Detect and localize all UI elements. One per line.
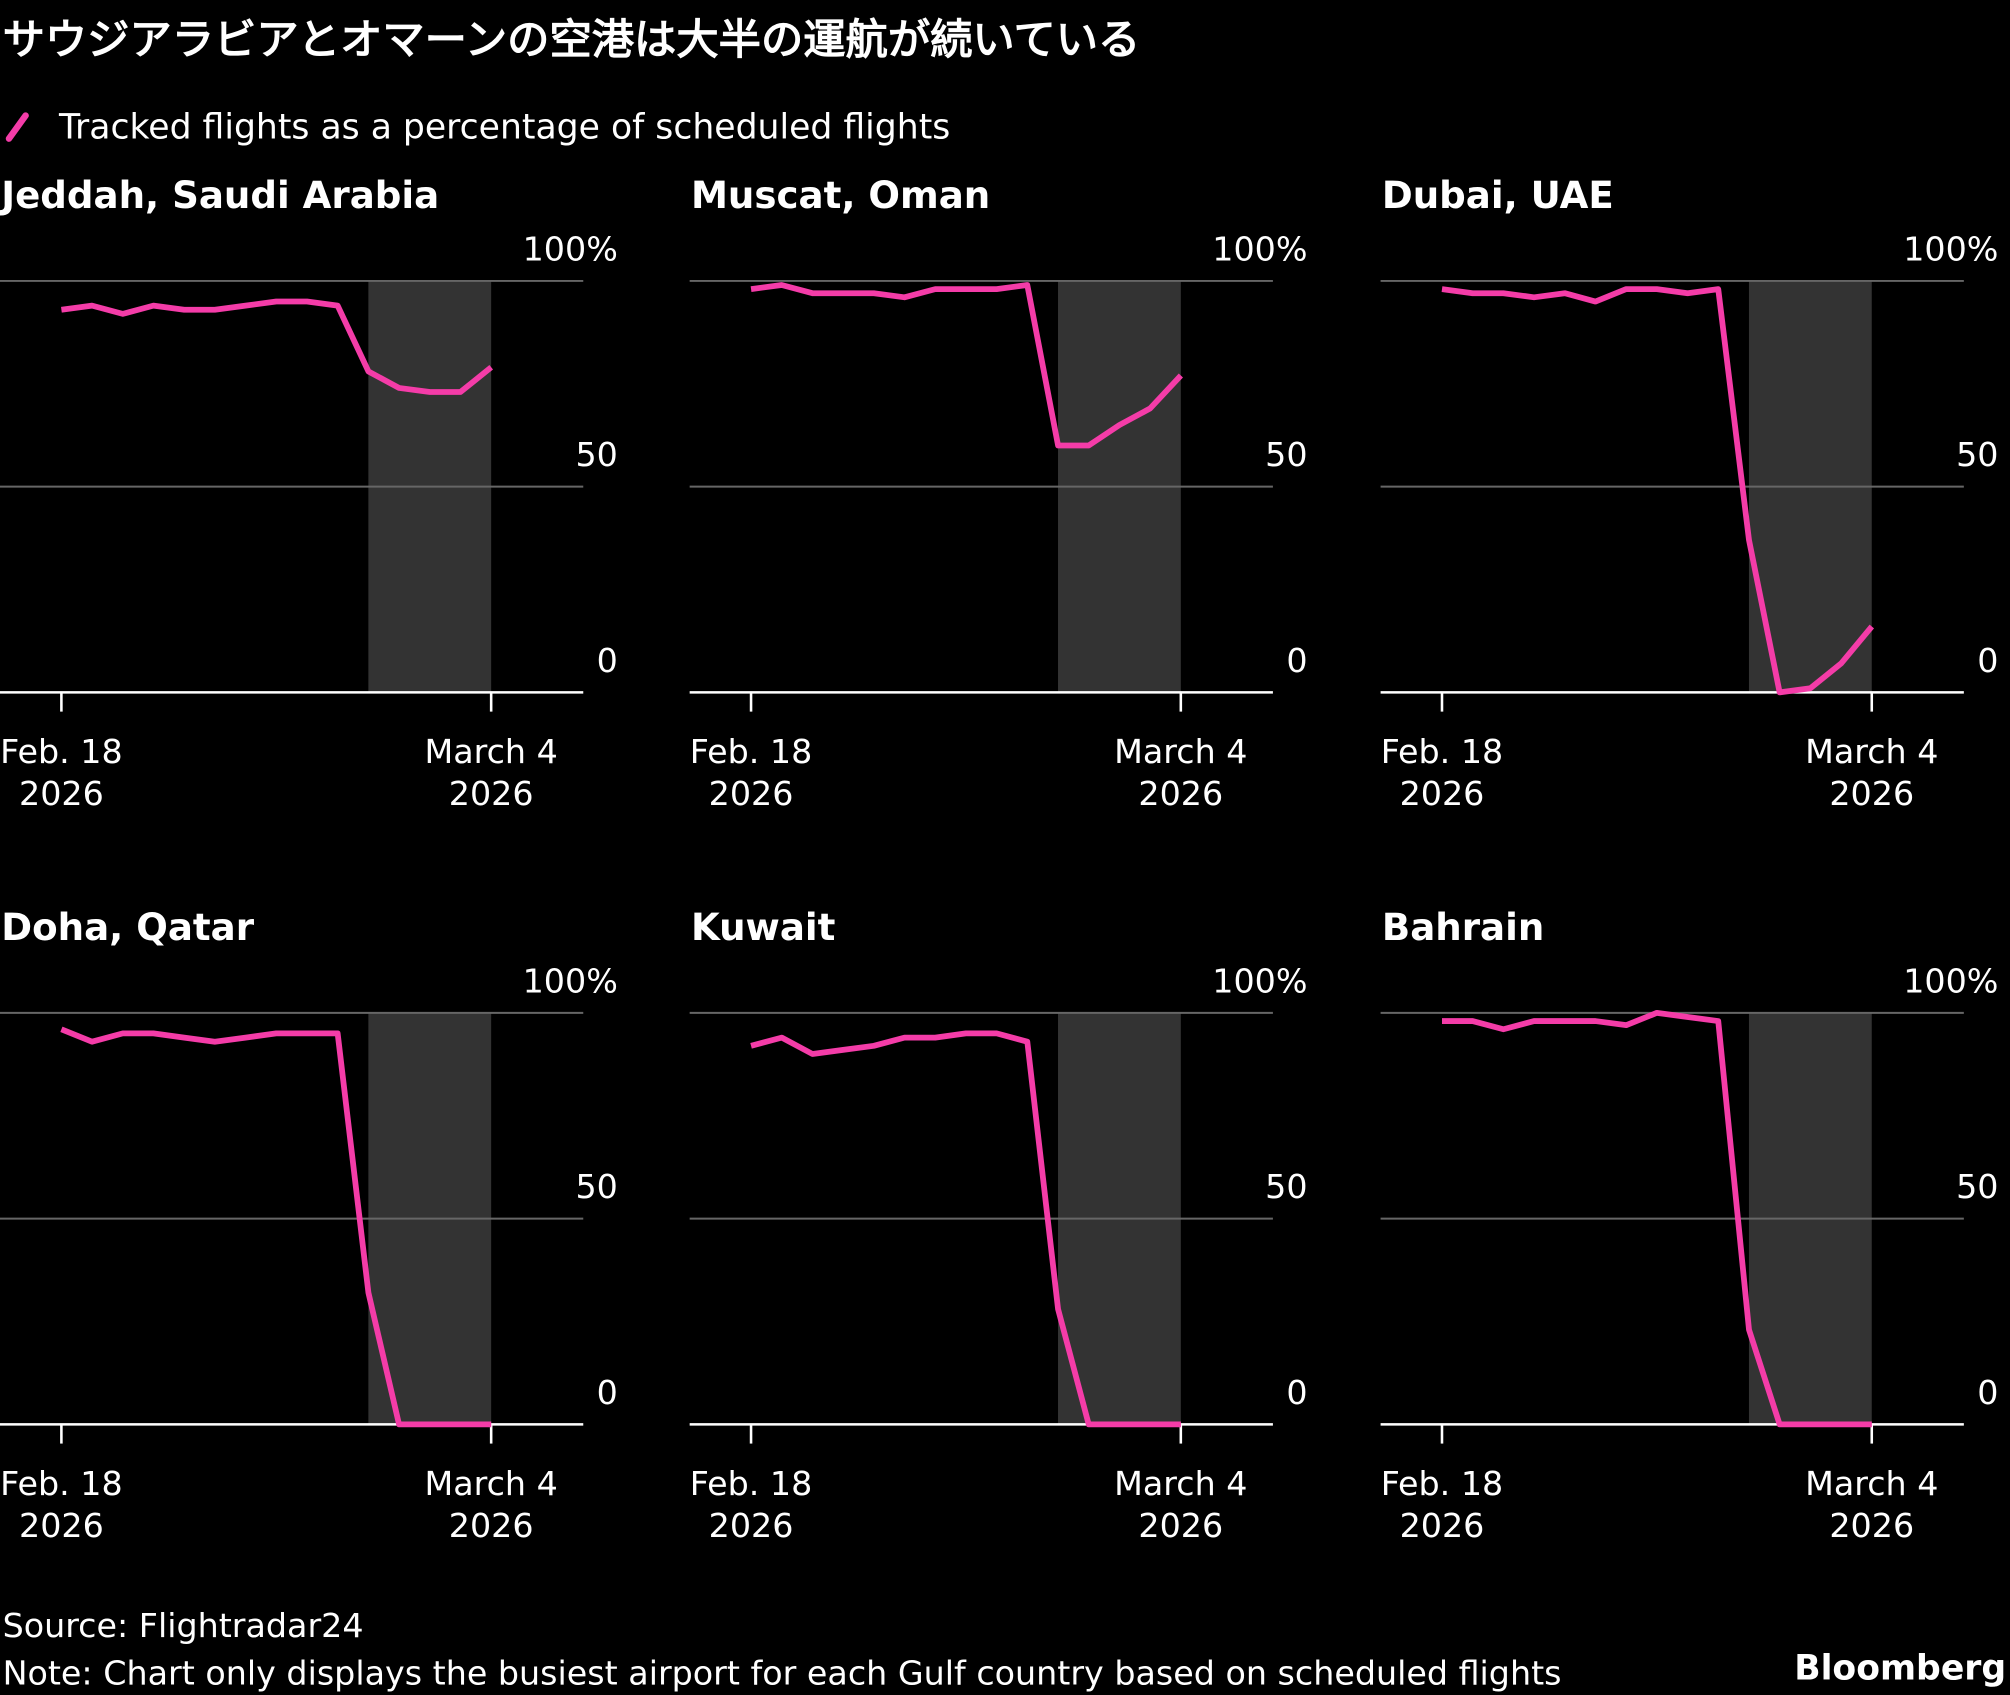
logo: Bloomberg <box>1794 1648 2006 1688</box>
note: Note: Chart only displays the busiest ai… <box>3 1654 1562 1693</box>
data-line <box>60 1026 492 1428</box>
source: Source: Flightradar24 <box>3 1606 364 1645</box>
y-tick-label: 50 <box>575 435 617 474</box>
panel-title: Jeddah, Saudi Arabia <box>0 173 439 217</box>
data-line <box>61 298 494 395</box>
figure-title: サウジアラビアとオマーンの空港は大半の運航が続いている <box>3 15 1141 64</box>
x-tick-label: March 4 2026 <box>1805 1464 1938 1545</box>
panel-title: Kuwait <box>691 905 836 949</box>
panel: Dubai, UAE 0 50 100% Feb. 18 2026 March 4 2026 <box>1380 173 1998 813</box>
x-tick-label: Feb. 18 2026 <box>0 732 123 813</box>
x-tick-label: Feb. 18 2026 <box>1381 1464 1504 1545</box>
x-tick-label: Feb. 18 2026 <box>1381 732 1504 813</box>
x-tick-label: Feb. 18 2026 <box>0 1464 123 1545</box>
y-tick-label: 0 <box>1286 1373 1307 1412</box>
legend-label: Tracked flights as a percentage of sched… <box>58 108 950 148</box>
x-tick-label: March 4 2026 <box>424 1464 557 1545</box>
panels: Jeddah, Saudi Arabia 0 50 100% Feb. 18 2026 Ma… <box>0 173 1998 1545</box>
panel: Kuwait 0 50 100% Feb. 18 2026 March 4 2026 <box>689 905 1308 1545</box>
y-tick-label: 0 <box>1286 641 1307 680</box>
panel-title: Muscat, Oman <box>691 173 990 217</box>
y-tick-label: 50 <box>1265 435 1307 474</box>
x-tick-label: March 4 2026 <box>1114 1464 1247 1545</box>
y-tick-label: 100% <box>1903 229 1998 268</box>
panel: Doha, Qatar 0 50 100% Feb. 18 2026 March 4 2026 <box>0 905 618 1545</box>
y-tick-label: 100% <box>1212 961 1307 1000</box>
legend-swatch <box>5 112 29 142</box>
panel-title: Bahrain <box>1382 905 1544 949</box>
panel-title: Doha, Qatar <box>1 905 254 949</box>
y-tick-label: 0 <box>1977 1373 1998 1412</box>
y-tick-label: 50 <box>1956 435 1998 474</box>
panel: Muscat, Oman 0 50 100% Feb. 18 2026 March 4 202… <box>689 173 1308 813</box>
y-tick-label: 0 <box>1977 641 1998 680</box>
data-line <box>1441 286 1875 696</box>
y-tick-label: 0 <box>597 1373 618 1412</box>
x-tick-label: Feb. 18 2026 <box>690 1464 813 1545</box>
panel: Jeddah, Saudi Arabia 0 50 100% Feb. 18 2026 Ma… <box>0 173 618 813</box>
y-tick-label: 100% <box>523 961 618 1000</box>
x-tick-label: March 4 2026 <box>1114 732 1247 813</box>
x-tick-label: March 4 2026 <box>1805 732 1938 813</box>
data-line <box>750 282 1183 449</box>
y-tick-label: 50 <box>575 1167 617 1206</box>
y-tick-label: 50 <box>1956 1167 1998 1206</box>
x-tick-label: March 4 2026 <box>424 732 557 813</box>
y-tick-label: 0 <box>597 641 618 680</box>
y-tick-label: 100% <box>1903 961 1998 1000</box>
y-tick-label: 100% <box>1212 229 1307 268</box>
panel-title: Dubai, UAE <box>1382 173 1614 217</box>
panel: Bahrain 0 50 100% Feb. 18 2026 March 4 2026 <box>1380 905 1998 1545</box>
data-line <box>1441 1009 1872 1428</box>
y-tick-label: 100% <box>523 229 618 268</box>
data-line <box>750 1030 1181 1428</box>
x-tick-label: Feb. 18 2026 <box>690 732 813 813</box>
y-tick-label: 50 <box>1265 1167 1307 1206</box>
